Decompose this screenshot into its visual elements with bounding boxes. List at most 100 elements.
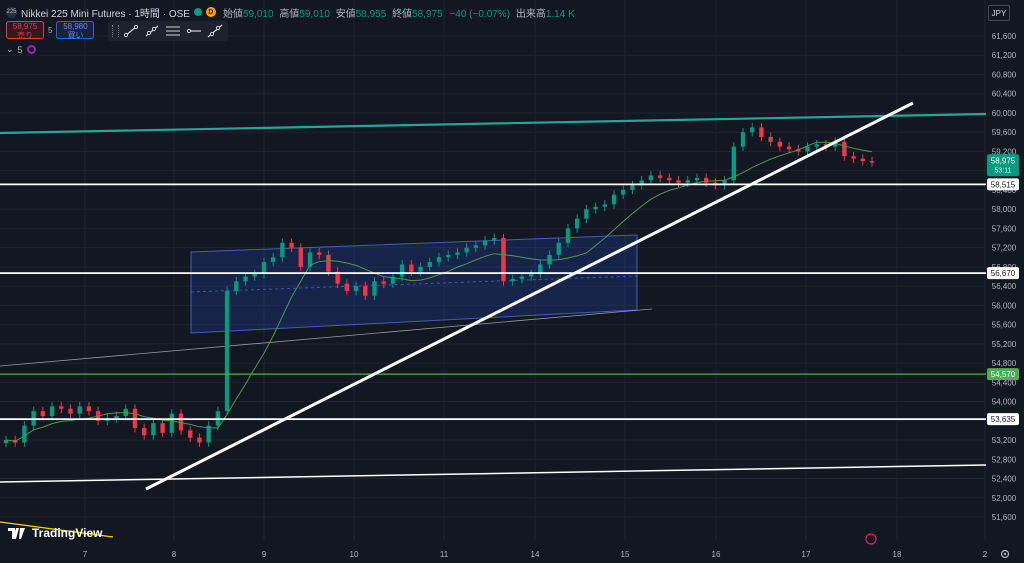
candle-body xyxy=(648,175,654,181)
candle-body xyxy=(621,189,626,195)
candle-body xyxy=(22,425,27,443)
candle-body xyxy=(611,194,617,205)
indicator-count: 5 xyxy=(17,44,23,55)
time-tick-label: 8 xyxy=(172,550,177,559)
channel-tool-icon[interactable] xyxy=(165,23,182,39)
time-tick-label: 14 xyxy=(531,550,540,559)
current-price-text: 58,975 xyxy=(991,156,1016,165)
time-tick-label: 7 xyxy=(83,550,88,559)
candle-body xyxy=(703,177,709,183)
price-tick-label: 61,600 xyxy=(992,32,1017,41)
chart-grid xyxy=(0,0,986,540)
current-price-tag xyxy=(987,154,1019,177)
close-label: 終値 xyxy=(392,8,413,20)
sell-label: 売り xyxy=(17,30,33,40)
trend-lines xyxy=(0,101,987,538)
indicator-toggle[interactable]: ⌄ 5 xyxy=(6,44,36,55)
candle-body xyxy=(842,141,847,157)
lower-channel-line xyxy=(0,464,987,483)
candle-body xyxy=(768,137,773,142)
symbol-title[interactable]: Nikkei 225 Mini Futures · 1時間 · OSE xyxy=(21,8,190,20)
candle-body xyxy=(832,141,838,147)
time-tick-label: 18 xyxy=(893,550,902,559)
settings-gear-icon[interactable] xyxy=(1000,549,1010,559)
trend-line-tool-icon[interactable] xyxy=(123,23,140,39)
extended-line-tool-icon[interactable] xyxy=(207,23,224,39)
candle-body xyxy=(805,146,810,152)
price-tick-label: 53,200 xyxy=(992,436,1017,445)
level-price-tag xyxy=(987,267,1019,280)
level-price-text: 54,570 xyxy=(991,370,1016,379)
candle-body xyxy=(510,278,515,282)
price-tick-label: 56,000 xyxy=(992,301,1017,310)
candle-body xyxy=(270,257,276,263)
candle-body xyxy=(49,406,55,416)
candle-body xyxy=(593,206,598,210)
status-dot-icon xyxy=(193,8,202,16)
buy-price: 58,980 xyxy=(63,22,88,31)
volume-label: 出来高 xyxy=(515,8,546,20)
candle-body xyxy=(252,274,257,277)
candle-body xyxy=(602,204,608,207)
spread-value: 5 xyxy=(48,25,53,35)
candle-body xyxy=(234,281,239,291)
candle-body xyxy=(169,413,175,433)
price-tick-label: 59,600 xyxy=(992,128,1017,137)
drag-handle-icon[interactable] xyxy=(112,25,119,37)
price-tick-label: 51,600 xyxy=(992,513,1017,522)
candle-body xyxy=(565,228,571,243)
time-axis[interactable]: 7 8 9 10 11 14 15 16 17 18 2 xyxy=(83,550,988,559)
candle-body xyxy=(574,218,580,229)
candle-body xyxy=(630,185,635,190)
time-tick-label: 17 xyxy=(802,550,811,559)
currency-button[interactable]: JPY xyxy=(988,5,1010,21)
collapse-chevron-icon[interactable]: ⌄ xyxy=(6,44,14,54)
moving-average-line xyxy=(5,141,873,442)
candle-body xyxy=(676,180,681,183)
time-tick-label: 16 xyxy=(712,550,721,559)
branding-text: TradingView xyxy=(32,526,103,540)
trade-buttons: 58,975 売り 5 58,980 買い xyxy=(6,21,95,39)
candle-body xyxy=(363,286,368,296)
candle-body xyxy=(372,281,377,296)
candle-body xyxy=(261,262,267,275)
candle-body xyxy=(326,254,331,272)
candle-body xyxy=(280,242,285,258)
candle-body xyxy=(141,428,147,436)
time-tick-label: 11 xyxy=(440,550,449,559)
candle-body xyxy=(528,274,534,277)
price-tick-label: 59,200 xyxy=(992,147,1017,156)
change-value: −40 (−0.07%) xyxy=(449,8,511,20)
candle-body xyxy=(390,276,396,284)
candle-body xyxy=(40,411,46,416)
candle-body xyxy=(224,290,230,412)
indicator-icon[interactable] xyxy=(26,45,36,54)
ray-tool-icon[interactable] xyxy=(144,23,161,39)
candle-body xyxy=(307,252,313,267)
candle-body xyxy=(814,144,819,147)
candle-body xyxy=(178,413,184,431)
ohlc-values: 始値59,010 高値59,010 安値58,955 終値58,975 −40 … xyxy=(220,5,575,20)
horizontal-ray-tool-icon[interactable] xyxy=(186,23,203,39)
candle-body xyxy=(59,406,64,409)
candle-body xyxy=(197,437,202,443)
tradingview-logo: TradingView xyxy=(8,526,102,540)
buy-button[interactable]: 58,980 買い xyxy=(56,21,95,39)
price-tick-label: 52,400 xyxy=(992,475,1017,484)
level-price-text: 56,670 xyxy=(991,269,1016,278)
open-label: 始値 xyxy=(222,8,243,20)
candle-body xyxy=(446,254,451,258)
high-value: 59,010 xyxy=(299,8,330,20)
candle-body xyxy=(556,242,561,255)
candle-body xyxy=(538,264,543,275)
symbol-logo: 225 xyxy=(6,6,17,18)
candle-body xyxy=(667,177,672,181)
sell-button[interactable]: 58,975 売り xyxy=(6,21,44,39)
candle-body xyxy=(399,264,405,277)
candle-body xyxy=(188,430,193,438)
time-tick-label: 9 xyxy=(262,550,267,559)
alert-bolt-icon[interactable] xyxy=(865,533,877,545)
candle-body xyxy=(473,245,479,248)
candle-body xyxy=(160,423,165,433)
